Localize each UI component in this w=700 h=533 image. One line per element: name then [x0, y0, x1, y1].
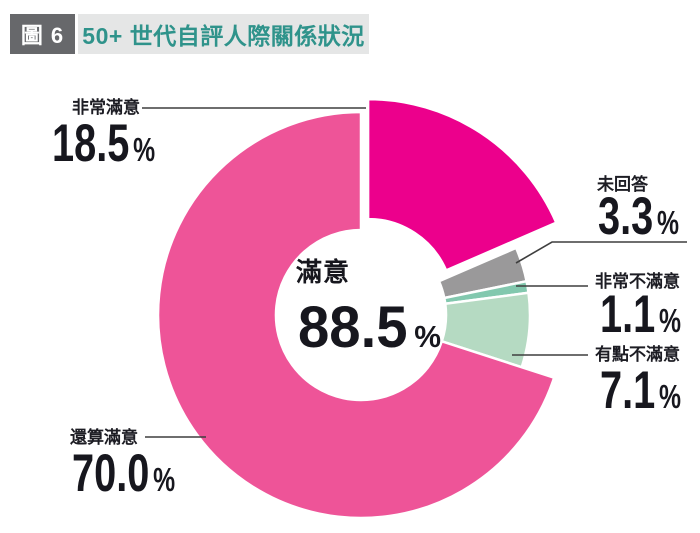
value-text: 7.1 [600, 361, 656, 420]
leader-line-no-answer [515, 241, 687, 264]
slice-label-no-answer: 未回答 [597, 175, 648, 194]
percent-sign: % [659, 302, 682, 339]
page-title: 50+ 世代自評人際關係狀況 [78, 14, 369, 54]
slice-label-very-dissatisfied: 非常不滿意 [595, 272, 680, 291]
figure-tag: 圖 6 [10, 14, 75, 54]
center-total-value: 88.5% [298, 299, 441, 366]
percent-sign: % [414, 319, 442, 354]
value-text: 70.0 [72, 444, 150, 503]
slice-value-very-satisfied: 18.5% [52, 117, 155, 176]
percent-sign: % [153, 461, 176, 498]
center-total-label: 滿意 [296, 257, 351, 287]
value-text: 3.3 [598, 187, 654, 246]
percent-sign: % [133, 131, 156, 168]
value-text: 18.5 [52, 114, 130, 173]
slice-label-somewhat-dissatisfied: 有點不滿意 [595, 345, 680, 364]
percent-sign: % [659, 378, 682, 415]
slice-value-somewhat-dissatisfied: 7.1% [600, 364, 681, 423]
slice-value-no-answer: 3.3% [598, 190, 679, 249]
percent-sign: % [657, 204, 680, 241]
slice-value-fairly-satisfied: 70.0% [72, 447, 175, 506]
value-text: 88.5 [298, 295, 408, 360]
value-text: 1.1 [600, 285, 656, 344]
slice-value-very-dissatisfied: 1.1% [600, 288, 681, 347]
slice-label-very-satisfied: 非常滿意 [72, 98, 140, 117]
slice-fairly-satisfied [156, 110, 556, 520]
slice-label-fairly-satisfied: 還算滿意 [70, 428, 138, 447]
slice-very-satisfied [366, 97, 558, 272]
